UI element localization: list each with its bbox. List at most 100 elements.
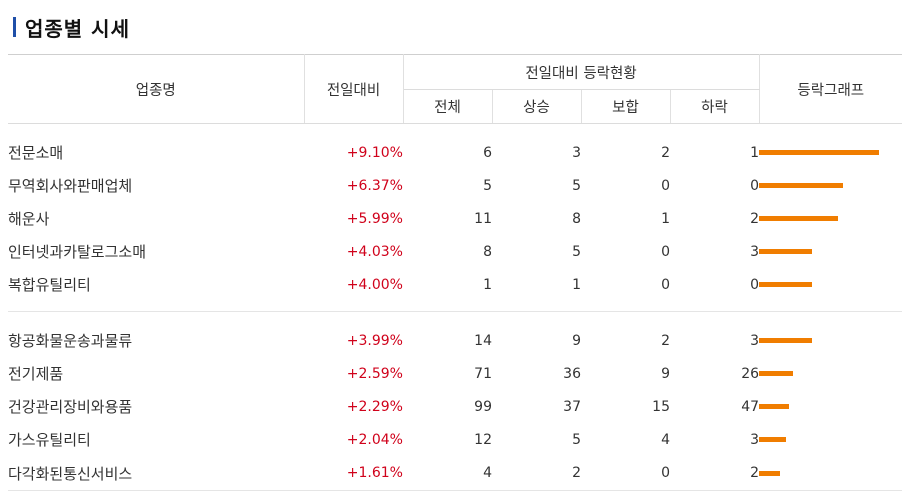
table-row: 복합유틸리티 +4.00% 1 1 0 0 (8, 268, 902, 301)
row-spacer (8, 124, 902, 137)
table-row: 인터넷과카탈로그소매 +4.03% 8 5 0 3 (8, 235, 902, 268)
header-change: 전일대비 (304, 54, 404, 124)
count-total: 99 (474, 398, 492, 415)
table-row: 가스유틸리티 +2.04% 12 5 4 3 (8, 423, 902, 456)
sector-name-link[interactable]: 복합유틸리티 (8, 276, 91, 294)
count-up: 5 (572, 177, 581, 194)
header-down: 하락 (670, 89, 760, 124)
count-up: 5 (572, 431, 581, 448)
count-total: 5 (483, 177, 492, 194)
change-graph-cell (759, 235, 902, 268)
count-down: 2 (670, 456, 760, 491)
change-bar (759, 404, 790, 409)
count-up: 1 (572, 276, 581, 293)
count-flat: 0 (581, 456, 670, 491)
count-down: 3 (750, 243, 760, 260)
sector-name-link[interactable]: 항공화물운송과물류 (8, 332, 133, 350)
sector-name-link[interactable]: 다각화된통신서비스 (8, 456, 304, 491)
count-flat: 2 (661, 332, 670, 349)
count-down: 1 (750, 144, 760, 161)
sector-name-link[interactable]: 건강관리장비와용품 (8, 398, 133, 416)
change-bar (759, 216, 839, 221)
change-bar (759, 470, 781, 476)
sector-name-link[interactable]: 해운사 (8, 210, 50, 228)
sector-name-link[interactable]: 인터넷과카탈로그소매 (8, 243, 147, 261)
count-down: 47 (741, 398, 760, 415)
header-status-group: 전일대비 등락현황 (403, 54, 760, 90)
count-up: 9 (572, 332, 581, 349)
change-rate: +2.59% (346, 365, 403, 382)
change-rate: +5.99% (346, 210, 403, 227)
count-flat: 9 (661, 365, 670, 382)
count-total: 11 (474, 210, 492, 227)
change-bar (759, 183, 844, 188)
change-graph-cell (759, 136, 902, 169)
table-row: 전기제품 +2.59% 71 36 9 26 (8, 357, 902, 390)
change-graph-cell (759, 268, 902, 301)
table-row: 건강관리장비와용품 +2.29% 99 37 15 47 (8, 390, 902, 423)
count-total: 8 (483, 243, 492, 260)
count-total: 14 (474, 332, 492, 349)
change-rate: +4.03% (346, 243, 403, 260)
count-flat: 15 (652, 398, 670, 415)
table-row: 무역회사와판매업체 +6.37% 5 5 0 0 (8, 169, 902, 202)
section-title: 업종별 시세 (13, 12, 130, 42)
count-down: 3 (750, 431, 760, 448)
page-title: 업종별 시세 (25, 16, 130, 41)
count-up: 5 (572, 243, 581, 260)
change-graph-cell (759, 423, 902, 456)
count-flat: 2 (661, 144, 670, 161)
count-up: 3 (572, 144, 581, 161)
change-rate: +2.04% (346, 431, 403, 448)
header-up: 상승 (492, 89, 582, 124)
count-total: 12 (474, 431, 492, 448)
change-rate: +4.00% (346, 276, 403, 293)
table-row: 다각화된통신서비스 +1.61% 4 2 0 2 (8, 456, 903, 491)
change-graph-cell (759, 324, 902, 357)
change-graph-cell (759, 202, 902, 235)
change-bar (759, 249, 813, 254)
change-rate: +3.99% (346, 332, 403, 349)
count-flat: 4 (661, 431, 670, 448)
count-total: 1 (483, 276, 492, 293)
change-bar (759, 150, 880, 155)
count-up: 8 (572, 210, 581, 227)
table-row: 해운사 +5.99% 11 8 1 2 (8, 202, 902, 235)
sector-name-link[interactable]: 전문소매 (8, 144, 64, 162)
count-up: 36 (563, 365, 581, 382)
count-down: 2 (750, 210, 760, 227)
count-up: 37 (563, 398, 581, 415)
count-total: 6 (483, 144, 492, 161)
header-sector-name: 업종명 (8, 54, 305, 124)
change-rate: +9.10% (346, 144, 403, 161)
table-row: 항공화물운송과물류 +3.99% 14 9 2 3 (8, 324, 902, 357)
count-down: 0 (750, 177, 760, 194)
change-rate: +1.61% (304, 456, 403, 491)
count-down: 26 (741, 365, 760, 382)
count-total: 4 (403, 456, 492, 491)
count-flat: 0 (661, 177, 670, 194)
change-graph-cell (759, 456, 903, 491)
count-total: 71 (474, 365, 492, 382)
count-flat: 0 (661, 243, 670, 260)
sector-name-link[interactable]: 전기제품 (8, 365, 64, 383)
row-spacer (8, 301, 903, 312)
sector-rows: 전문소매 +9.10% 6 3 2 1 무역회사와판매업체 +6.37% 5 5 0 0 해운사 +5.9… (8, 124, 903, 491)
count-down: 3 (750, 332, 760, 349)
change-rate: +6.37% (346, 177, 403, 194)
change-graph-cell (759, 357, 902, 390)
change-bar (759, 338, 813, 343)
header-total: 전체 (403, 89, 493, 124)
sector-name-link[interactable]: 무역회사와판매업체 (8, 177, 133, 195)
change-rate: +2.29% (346, 398, 403, 415)
count-up: 2 (492, 456, 581, 491)
change-graph-cell (759, 390, 902, 423)
count-flat: 0 (661, 276, 670, 293)
sector-name-link[interactable]: 가스유틸리티 (8, 431, 91, 449)
change-bar (759, 371, 794, 376)
change-bar (759, 437, 787, 442)
count-down: 0 (750, 276, 760, 293)
count-flat: 1 (661, 210, 670, 227)
sector-table: 업종명 전일대비 전일대비 등락현황 등락그래프 전체 상승 보합 하락 전문소… (8, 54, 903, 491)
table-row: 전문소매 +9.10% 6 3 2 1 (8, 136, 902, 169)
